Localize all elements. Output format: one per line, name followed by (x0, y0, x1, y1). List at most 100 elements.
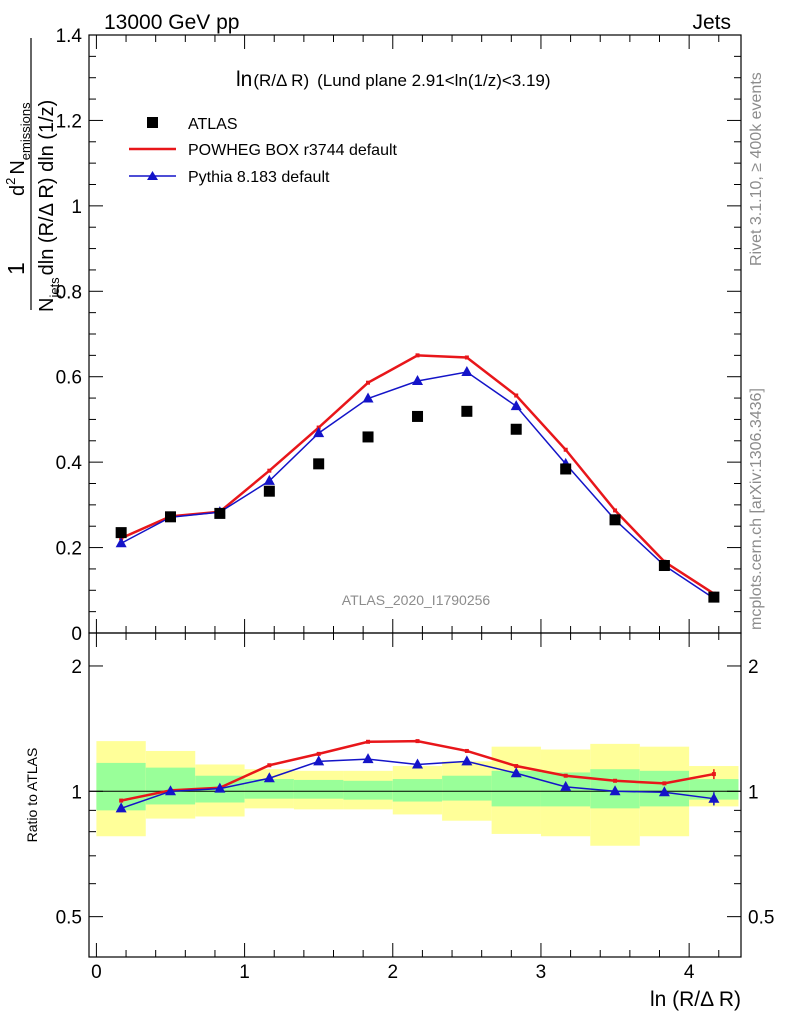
ratio-powheg-point (366, 739, 371, 744)
ratio-band-inner (343, 780, 393, 800)
atlas-point (313, 458, 325, 470)
ratio-powheg-point (563, 773, 568, 778)
y-label-numerator: d2 Nemissions (3, 102, 33, 196)
x-axis-label: ln (R/Δ R) (650, 988, 741, 1011)
atlas-point (609, 514, 621, 526)
atlas-point (658, 560, 670, 572)
header-energy: 13000 GeV pp (104, 11, 239, 34)
y-label-denominator: Njetsdln (R/Δ R) dln (1/z) (36, 100, 62, 312)
y-label-numerator-d: d (7, 185, 29, 196)
x-tick-label: 3 (536, 962, 547, 983)
main-y-axis-label: 1 d2 Nemissions Njetsdln (R/Δ R) dln (1/z… (3, 38, 62, 312)
powheg-point (366, 380, 371, 385)
x-tick-label: 2 (387, 962, 398, 983)
ratio-y-tick-labels: 0.5 0.5 1 1 2 2 (56, 657, 775, 929)
ratio-powheg-point (316, 751, 321, 756)
ratio-pythia-point (263, 772, 275, 783)
pythia-point (510, 400, 522, 411)
ratio-y-tick-label-right: 2 (748, 657, 759, 678)
y-label-denominator-sub: jets (47, 277, 62, 299)
pythia-line (120, 371, 715, 600)
ratio-band-inner (442, 775, 492, 801)
ratio-powheg-point (267, 763, 272, 768)
atlas-point (214, 507, 226, 519)
plot-title: ln(R/Δ R) (Lund plane 2.91<ln(1/z)<3.19) (236, 68, 551, 91)
analysis-watermark: ATLAS_2020_I1790256 (342, 592, 491, 608)
ratio-powheg-point (415, 739, 420, 744)
legend-atlas-label: ATLAS (188, 116, 238, 133)
main-panel-frame (88, 34, 742, 634)
atlas-point (412, 410, 424, 422)
legend: ATLAS POWHEG BOX r3744 default Pythia 8.… (129, 116, 398, 186)
ratio-band-inner (392, 779, 443, 802)
atlas-point (115, 527, 127, 539)
pythia-point (412, 374, 424, 385)
main-y-tick-labels: 0 0.2 0.4 0.6 0.8 1 1.2 1.4 (56, 26, 83, 645)
ratio-pythia-point (313, 755, 325, 766)
legend-powheg-label: POWHEG BOX r3744 default (188, 142, 398, 159)
ratio-powheg-point (613, 778, 618, 783)
main-y-tick-label: 1.4 (56, 26, 83, 47)
main-y-tick-label: 0.4 (56, 453, 83, 474)
ratio-powheg-point (464, 748, 469, 753)
pythia-point (362, 392, 374, 403)
y-label-denominator-rest: dln (R/Δ R) dln (1/z) (36, 100, 58, 276)
mcplots-label: mcplots.cern.ch [arXiv:1306.3436] (748, 388, 765, 630)
axes-ticks (89, 34, 741, 957)
ratio-uncertainty-bands (96, 741, 739, 846)
plot-title-ln: ln (236, 68, 252, 91)
x-tick-label: 4 (684, 962, 695, 983)
ratio-pythia-point (510, 767, 522, 778)
ratio-y-tick-label-left: 2 (71, 657, 82, 678)
ratio-powheg-point (662, 781, 667, 786)
y-label-one: 1 (3, 262, 29, 275)
ratio-band-inner (293, 779, 344, 799)
ratio-pythia-point (609, 785, 621, 796)
legend-atlas-marker (147, 117, 158, 128)
pythia-point (115, 537, 127, 548)
ratio-series (115, 739, 720, 813)
ratio-pythia-point (461, 755, 473, 766)
atlas-point (362, 431, 374, 443)
y-label-numerator-sub: emissions (18, 102, 33, 160)
atlas-point (560, 463, 572, 475)
ratio-band-inner (689, 779, 739, 800)
main-y-tick-label: 0 (71, 624, 82, 645)
legend-pythia-marker (147, 171, 158, 180)
powheg-point (464, 355, 469, 360)
ratio-pythia-point (362, 753, 374, 764)
ratio-powheg-point (119, 798, 124, 803)
x-tick-label: 1 (239, 962, 250, 983)
x-tick-label: 0 (91, 962, 102, 983)
ratio-pythia-point (412, 758, 424, 769)
powheg-line (120, 354, 715, 595)
atlas-point (708, 591, 720, 603)
ratio-pythia-point (214, 782, 226, 793)
ratio-pythia-point (165, 785, 176, 796)
ratio-y-tick-label-right: 0.5 (748, 908, 774, 929)
rivet-label: Rivet 3.1.10, ≥ 400k events (748, 72, 765, 266)
pythia-point (313, 427, 325, 438)
y-label-numerator-sup: 2 (3, 178, 18, 185)
ratio-y-tick-label-left: 1 (71, 782, 82, 803)
ratio-pythia-point (115, 802, 127, 813)
y-label-numerator-n: N (7, 160, 29, 174)
y-label-denominator-n: N (36, 298, 58, 312)
ratio-y-tick-label-left: 0.5 (56, 908, 82, 929)
ratio-panel-frame (88, 632, 742, 958)
ratio-pythia-point (658, 786, 670, 797)
ratio-powheg-point (514, 764, 519, 769)
powheg-point (415, 353, 420, 358)
powheg-point (267, 468, 272, 473)
ratio-pythia-point (560, 780, 572, 791)
pythia-point (461, 366, 473, 377)
legend-pythia-label: Pythia 8.183 default (188, 169, 330, 186)
header-process: Jets (692, 11, 731, 34)
atlas-point (263, 485, 275, 497)
plot-title-var: (R/Δ R) (253, 71, 309, 90)
powheg-point (514, 393, 519, 398)
atlas-point (165, 511, 176, 523)
main-y-tick-label: 0.6 (56, 368, 82, 389)
pythia-point (263, 474, 275, 485)
